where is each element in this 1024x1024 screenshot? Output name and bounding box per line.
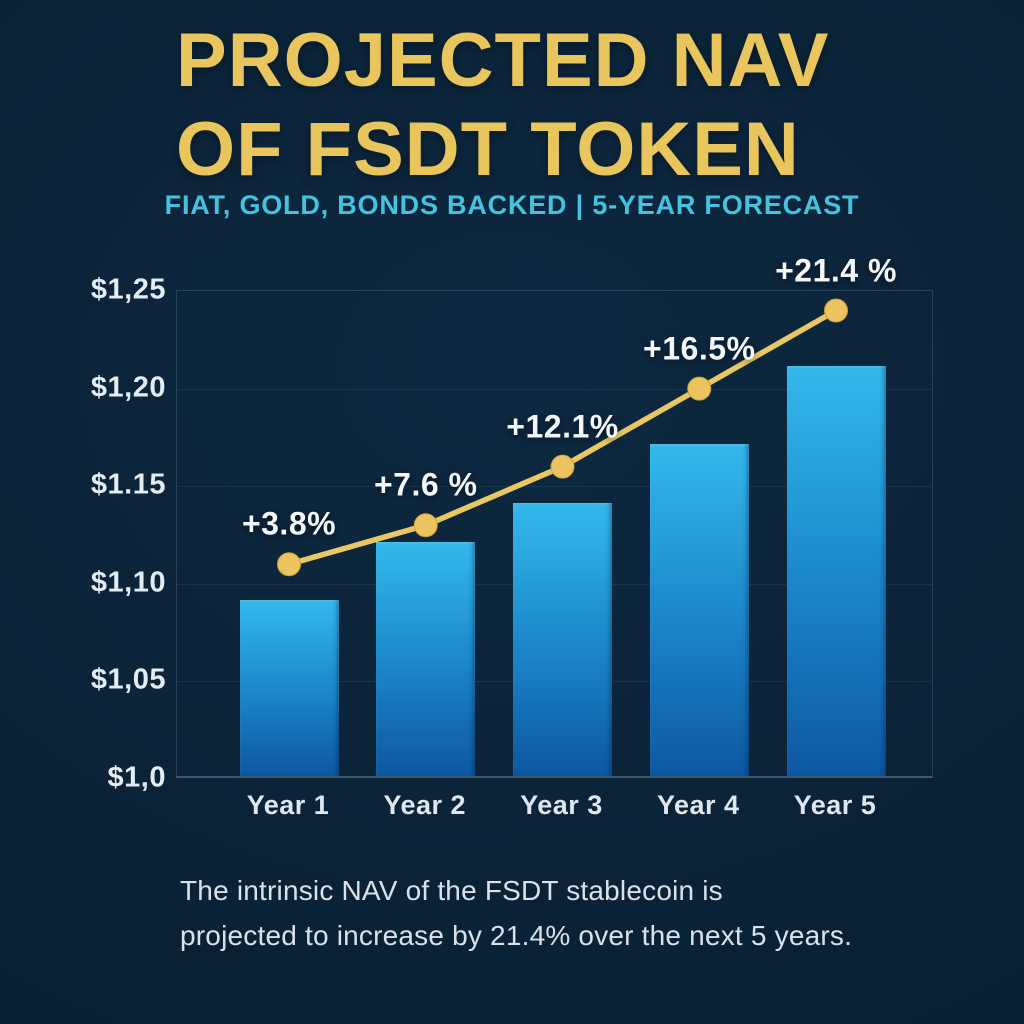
trend-point-label: +12.1% (506, 408, 619, 445)
trend-point-label: +7.6 % (373, 466, 478, 503)
nav-bar (786, 366, 886, 776)
trend-point-marker (550, 454, 575, 479)
trend-point-marker (824, 298, 848, 323)
x-tick-label: Year 3 (520, 790, 603, 820)
trend-point-label: +16.5% (643, 330, 756, 367)
nav-bar (649, 444, 749, 776)
x-tick-label: Year 5 (793, 790, 877, 820)
y-tick-label: $1,20 (90, 371, 166, 404)
trend-line-svg (277, 298, 848, 577)
page-title: PROJECTED NAV OF FSDT TOKEN (176, 16, 829, 194)
footer-caption: The intrinsic NAV of the FSDT stablecoin… (180, 868, 852, 958)
page-subtitle: FIAT, GOLD, BONDS BACKED | 5-YEAR FORECA… (164, 190, 860, 220)
page-title-line1: PROJECTED NAV (176, 18, 830, 103)
trend-point-marker (687, 376, 712, 401)
y-tick-label: $1,0 (107, 761, 166, 794)
x-tick-label: Year 4 (656, 790, 740, 820)
x-tick-label: Year 2 (383, 790, 467, 820)
y-tick-label: $1,10 (90, 566, 166, 599)
footer-caption-line1: The intrinsic NAV of the FSDT stablecoin… (180, 875, 723, 906)
trend-point-marker (277, 552, 301, 577)
footer-caption-line2: projected to increase by 21.4% over the … (180, 920, 853, 951)
y-tick-label: $1.15 (90, 468, 166, 501)
nav-bar (513, 502, 612, 776)
x-tick-label: Year 1 (246, 790, 330, 820)
plot-area: +3.8% +7.6 % +12.1% +16.5% +21.4 % (176, 252, 933, 778)
nav-bar (239, 600, 339, 776)
nav-bar (376, 541, 476, 776)
y-tick-label: $1,25 (90, 273, 166, 306)
trend-point-label: +3.8% (241, 505, 337, 542)
y-tick-label: $1,05 (90, 663, 166, 696)
page-title-line2: OF FSDT TOKEN (176, 107, 800, 192)
trend-point-marker (413, 513, 438, 538)
trend-point-label: +21.4 % (775, 252, 897, 289)
